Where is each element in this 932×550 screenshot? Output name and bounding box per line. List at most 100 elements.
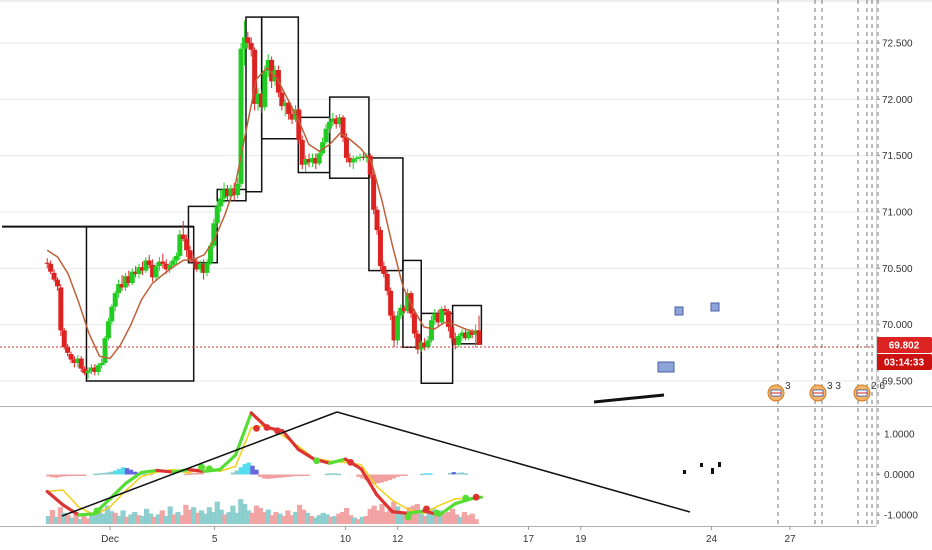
candle-down [68,353,74,360]
fast-line-segment [77,512,96,517]
volume-bar [77,519,83,524]
candle-up [466,331,472,339]
candle-down [44,262,50,264]
event-flag-icon[interactable]: 2 6 [853,381,885,402]
volume-bar [261,512,267,524]
volume-bar [167,506,173,524]
fast-line-segment [406,509,426,515]
histogram-bar [328,473,334,475]
volume-bar [363,516,369,524]
candle-down [82,368,88,374]
candle-up [75,358,81,363]
histogram-bar [234,470,240,475]
candle-down [476,330,482,345]
candle-up [112,293,118,307]
x-tick-label: 12 [392,534,404,545]
candle-up [432,313,438,321]
osc-trendline [61,411,338,517]
candle-down [61,330,67,348]
volume-bar [285,510,291,524]
signal-dot [347,458,355,466]
candle-up [122,276,128,288]
candle-down [279,92,285,107]
volume-bar [151,516,158,524]
volume-bar [187,509,193,524]
candle-down [187,250,193,260]
histogram-bar [289,474,294,477]
x-tick-label: 19 [575,534,587,545]
candle-up [439,308,445,323]
volume-bar [399,514,405,524]
oscillator-trendlines[interactable] [61,411,691,517]
fast-line-segment [437,502,457,517]
volume-bar [198,510,205,524]
volume-bar [202,513,209,524]
volume-bar [226,512,232,524]
volume-bar [61,512,67,524]
candle-up [221,189,227,199]
candle-down [248,43,254,50]
volume-bar [214,501,220,524]
volume-bar [81,513,87,524]
histogram-bar [97,473,102,475]
volume-bar [230,505,236,524]
signal-dot [462,494,470,502]
histogram-marker [718,462,721,467]
candle-down [384,273,390,291]
candle-down [231,188,237,196]
signal-dot [93,507,101,515]
volume-bar [340,512,346,524]
time-axis[interactable]: Dec 5 10 12 17 19 24 27 [101,526,796,545]
ma-line [46,66,477,360]
price-axis[interactable]: 69.500 70.000 70.500 71.000 71.500 72.000 72.5… [876,39,913,388]
volume-bar [422,516,428,524]
candle-down [184,239,190,251]
candle-down [377,230,383,267]
volume-bar [312,517,318,524]
y-tick-label: 70.500 [882,264,913,275]
histogram-bar [277,474,283,478]
volume-bar [96,508,103,524]
histogram-bar [187,473,192,475]
candle-down [224,189,230,197]
signal-dot [263,424,271,431]
event-flag-icon[interactable]: 3 [767,381,791,402]
volume-bar [210,512,216,524]
oscillator-axis[interactable]: 1.0000 0.0000 -1.0000 [876,430,918,522]
volume-bar [469,513,475,524]
candle-up [143,260,149,271]
candle-up [330,118,336,122]
candle-up [214,206,220,224]
slow-line [47,424,482,516]
candle-up [109,306,115,322]
histogram-bar [195,472,200,475]
candle-up [262,71,268,108]
signal-dot [433,509,441,517]
fast-line-segment [218,453,238,472]
event-flag-icon[interactable]: 3 3 [809,381,841,402]
candle-down [462,332,468,339]
candle-down [126,276,132,283]
volume-bar [171,514,177,524]
event-markers[interactable]: 3 3 3 2 6 [767,381,885,402]
candle-down [119,284,125,288]
candle-up [320,142,326,154]
histogram-bar [140,473,145,475]
histogram-bar [238,467,243,475]
candle-up [235,183,241,196]
drawings[interactable] [593,302,720,404]
candle-down [190,259,196,262]
volume-bar [371,505,377,524]
volume-bar [191,507,197,524]
candle-up [204,262,210,273]
fast-line-segment [186,468,206,473]
volume-bar [144,508,150,524]
fast-line-segment [296,447,316,461]
candlesticks[interactable] [44,20,482,379]
candle-up [156,261,162,267]
volume-bar [108,511,114,524]
histogram-bar [50,474,55,478]
volume-bar [387,509,393,524]
volume-bar [355,519,362,524]
